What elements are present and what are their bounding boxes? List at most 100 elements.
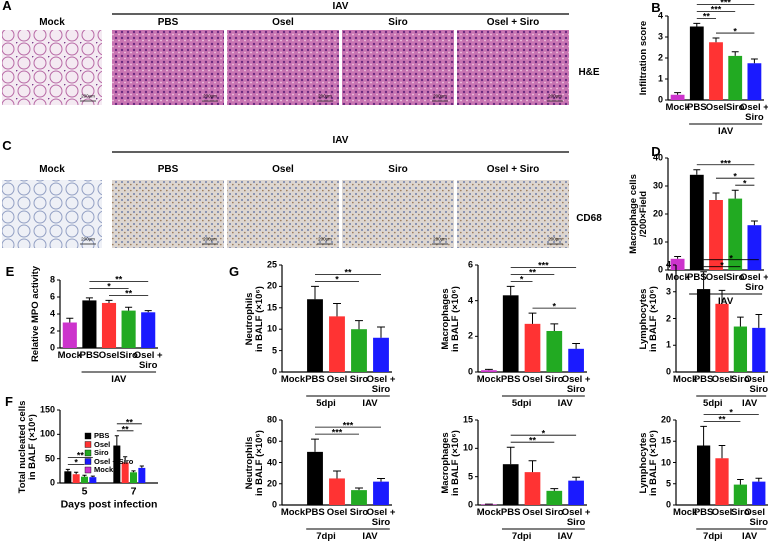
error-bar <box>700 271 707 290</box>
bar <box>82 300 97 348</box>
micrograph <box>112 30 224 105</box>
micrograph <box>457 30 569 105</box>
x-tick-label: PBS <box>500 507 521 518</box>
x-tick-label: Osel <box>522 374 543 385</box>
y-tick-label: 4 <box>467 294 473 305</box>
bar <box>709 42 723 100</box>
micrograph <box>457 180 569 248</box>
legend-swatch <box>84 458 92 465</box>
y-axis-label: in BALF (×10⁶) <box>27 413 39 480</box>
micrograph <box>342 180 454 248</box>
x-tick-label: Osel + Siro <box>561 507 591 528</box>
bar <box>351 490 367 505</box>
significance-label: *** <box>720 158 731 169</box>
y-tick-label: 2 <box>665 312 671 323</box>
y-tick-label: 10 <box>462 442 473 453</box>
significance-label: * <box>729 407 733 418</box>
group-label: 5dpi <box>511 398 532 410</box>
x-tick-label: PBS <box>305 507 325 518</box>
x-tick-label: Osel <box>711 374 733 385</box>
legend-label: Osel <box>94 439 111 449</box>
error-bar <box>333 470 341 479</box>
y-tick-label: 0 <box>271 499 277 510</box>
y-tick-label: 2 <box>49 325 55 336</box>
column-label: Osel + Siro <box>486 163 540 175</box>
error-bar <box>755 313 763 328</box>
significance-label: * <box>335 274 339 285</box>
legend-swatch <box>84 432 92 440</box>
x-tick-label: Osel <box>522 507 543 518</box>
error-bar <box>377 326 385 338</box>
x-tick-label: Osel + Siro <box>739 272 768 293</box>
significance-label: *** <box>710 4 722 15</box>
significance-label: * <box>519 274 524 285</box>
error-bar <box>333 303 341 317</box>
error-bar <box>123 456 128 463</box>
x-tick-label: 5 <box>81 485 88 498</box>
bar <box>481 370 497 372</box>
y-tick-label: 60 <box>266 435 277 446</box>
x-tick-label: Siro <box>725 102 745 113</box>
significance-label: ** <box>121 424 129 435</box>
error-bar <box>712 37 720 43</box>
bar <box>81 476 88 483</box>
y-axis-label: in BALF (×10⁶) <box>450 285 462 352</box>
y-axis-label: in BALF (×10⁶) <box>450 429 462 496</box>
x-tick-label: Osel <box>711 507 733 518</box>
error-bar <box>718 445 726 459</box>
y-axis-label: Relative MPO activity <box>30 265 42 363</box>
scale-label: 200μm <box>318 93 332 99</box>
error-bar <box>311 285 319 300</box>
y-tick-label: 20 <box>266 478 277 489</box>
error-bar <box>114 435 119 446</box>
y-tick-label: 0 <box>665 366 671 377</box>
x-tick-label: Siro <box>725 272 745 283</box>
x-tick-label: Siro <box>119 350 138 361</box>
x-tick-label: Siro <box>545 374 564 385</box>
bar <box>329 316 345 372</box>
bar <box>728 198 743 270</box>
error-bar <box>674 256 682 259</box>
legend-label: PBS <box>94 431 110 441</box>
x-tick-label: PBS <box>687 102 707 113</box>
bar <box>715 458 729 505</box>
x-tick-label: Osel + Siro <box>366 507 396 528</box>
y-tick-label: 20 <box>266 280 277 291</box>
y-tick-label: 100 <box>39 428 55 439</box>
error-bar <box>125 306 133 311</box>
y-tick-label: 20 <box>652 208 663 219</box>
bar <box>72 474 80 483</box>
bar <box>62 322 77 348</box>
x-tick-label: Osel <box>98 350 120 361</box>
group-label: IAV <box>718 126 734 138</box>
bar <box>670 94 685 100</box>
y-tick-label: 40 <box>266 456 277 467</box>
bar <box>373 337 389 372</box>
bar <box>101 302 117 348</box>
y-axis-label: in BALF (×10⁶) <box>648 285 660 352</box>
y-tick-label: 15 <box>462 414 473 425</box>
group-label: IAV <box>332 0 349 12</box>
stain-label: H&E <box>578 66 600 78</box>
column-label: PBS <box>157 163 179 175</box>
y-tick-label: 4 <box>49 308 55 319</box>
x-tick-label: Mock <box>673 374 698 385</box>
micrograph <box>2 180 102 248</box>
y-tick-label: 2 <box>657 52 663 63</box>
micrograph <box>112 180 224 248</box>
y-axis-label: in BALF (×10⁶) <box>254 429 266 496</box>
significance-label: ** <box>528 435 537 446</box>
micrograph <box>227 30 339 105</box>
bar <box>121 310 136 348</box>
group-label: IAV <box>742 531 758 541</box>
scale-label: 200μm <box>548 236 562 242</box>
panel-letter: G <box>228 264 240 280</box>
group-label: 7dpi <box>511 531 532 541</box>
legend-label: Mock <box>94 465 114 475</box>
y-tick-label: 5 <box>271 344 277 355</box>
group-label: 7dpi <box>703 531 723 541</box>
bar <box>696 289 711 372</box>
error-bar <box>506 446 515 465</box>
group-label: IAV <box>557 398 573 410</box>
